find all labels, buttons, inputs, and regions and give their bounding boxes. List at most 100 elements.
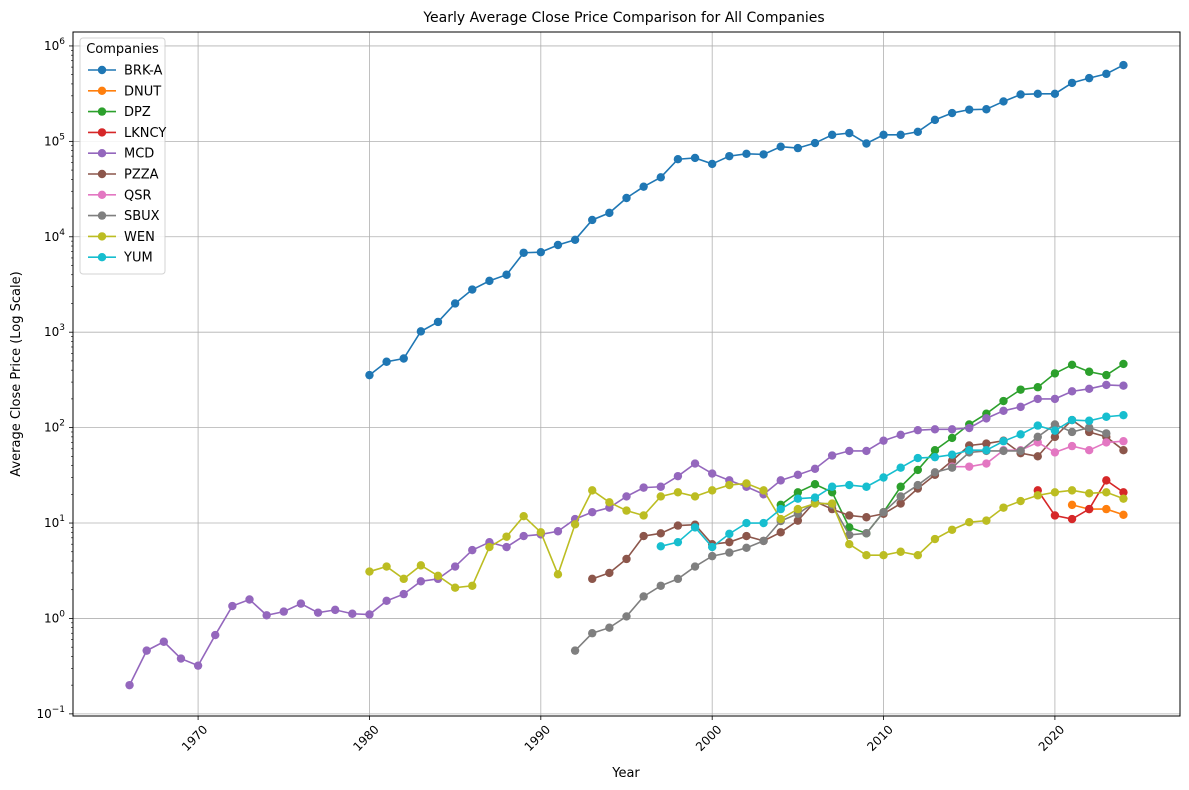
- data-point: [1033, 452, 1042, 461]
- data-point: [1067, 514, 1077, 524]
- data-point: [879, 507, 888, 517]
- data-point: [947, 463, 957, 472]
- data-point: [965, 105, 974, 114]
- data-point: [553, 240, 563, 250]
- legend-marker: [97, 149, 107, 158]
- chart-title: Yearly Average Close Price Comparison fo…: [422, 10, 824, 26]
- data-point: [1033, 383, 1042, 392]
- data-point: [930, 445, 940, 455]
- data-point: [793, 516, 803, 525]
- data-point: [159, 637, 169, 646]
- data-point: [913, 465, 923, 475]
- data-point: [1102, 429, 1111, 438]
- data-point: [1050, 394, 1060, 404]
- data-point: [622, 193, 631, 203]
- data-point: [896, 482, 905, 491]
- data-point: [913, 127, 923, 136]
- data-point: [570, 646, 580, 655]
- data-point: [1067, 500, 1077, 510]
- data-point: [707, 469, 717, 478]
- data-point: [1050, 369, 1060, 378]
- data-point: [382, 357, 391, 366]
- data-point: [365, 370, 374, 380]
- legend-marker: [97, 65, 107, 75]
- data-point: [1084, 445, 1094, 455]
- data-point: [502, 532, 511, 541]
- data-point: [656, 529, 665, 538]
- data-point: [1050, 432, 1060, 442]
- data-point: [862, 529, 871, 538]
- data-point: [742, 531, 751, 541]
- data-point: [1084, 489, 1094, 498]
- data-point: [879, 436, 888, 445]
- data-point: [759, 536, 768, 546]
- data-point: [725, 548, 734, 557]
- data-point: [845, 540, 854, 549]
- legend-marker: [97, 107, 107, 116]
- data-point: [228, 601, 237, 611]
- data-point: [673, 471, 683, 481]
- legend-label: YUM: [123, 251, 153, 266]
- y-tick-label: 10−1: [36, 705, 65, 721]
- data-point: [1067, 387, 1077, 396]
- legend-label: DPZ: [124, 105, 151, 120]
- legend-label: WEN: [124, 230, 155, 245]
- data-point: [1050, 448, 1060, 457]
- x-tick-label: 1980: [350, 722, 381, 753]
- data-point: [622, 492, 631, 501]
- data-point: [382, 596, 391, 606]
- data-point: [845, 511, 854, 520]
- data-point: [1119, 359, 1128, 369]
- data-point: [982, 414, 991, 423]
- data-point: [725, 529, 734, 539]
- data-point: [1050, 89, 1060, 99]
- data-point: [759, 486, 768, 495]
- data-point: [519, 248, 528, 257]
- y-tick-label: 106: [44, 37, 65, 53]
- data-point: [827, 130, 837, 140]
- data-point: [605, 498, 614, 507]
- data-point: [793, 488, 803, 497]
- data-point: [827, 482, 837, 491]
- data-point: [211, 630, 220, 640]
- data-point: [793, 494, 803, 503]
- data-point: [810, 138, 820, 148]
- data-point: [622, 612, 631, 621]
- x-tick-label: 2020: [1036, 722, 1067, 753]
- legend-marker: [97, 190, 107, 199]
- data-point: [639, 511, 648, 520]
- data-point: [296, 599, 306, 608]
- data-point: [930, 425, 940, 434]
- data-point: [1033, 394, 1042, 404]
- data-point: [1119, 494, 1128, 503]
- series-group: [125, 60, 1128, 690]
- data-point: [913, 551, 923, 560]
- data-point: [947, 450, 957, 459]
- y-tick-label: 103: [44, 323, 65, 339]
- data-point: [1119, 510, 1128, 519]
- data-point: [433, 317, 443, 327]
- axes: 1970 1980 1990 2000 2010 2020 10−1 100 101 102 103…: [36, 37, 1067, 754]
- data-point: [570, 235, 580, 244]
- data-point: [879, 473, 888, 482]
- series-wen: [365, 479, 1128, 592]
- data-point: [690, 153, 700, 163]
- data-point: [639, 592, 648, 601]
- data-point: [742, 149, 751, 159]
- data-point: [570, 520, 580, 529]
- data-point: [930, 534, 940, 544]
- data-point: [707, 542, 717, 552]
- data-point: [588, 486, 597, 495]
- data-point: [1102, 412, 1111, 421]
- data-point: [930, 468, 940, 477]
- data-point: [1033, 89, 1042, 99]
- data-point: [742, 543, 751, 553]
- data-point: [1067, 486, 1077, 495]
- series-line: [574, 423, 1107, 652]
- series-line: [1071, 504, 1124, 516]
- legend-item-dpz: DPZ: [88, 105, 151, 120]
- data-point: [707, 486, 717, 495]
- data-point: [588, 629, 597, 638]
- data-point: [913, 425, 923, 435]
